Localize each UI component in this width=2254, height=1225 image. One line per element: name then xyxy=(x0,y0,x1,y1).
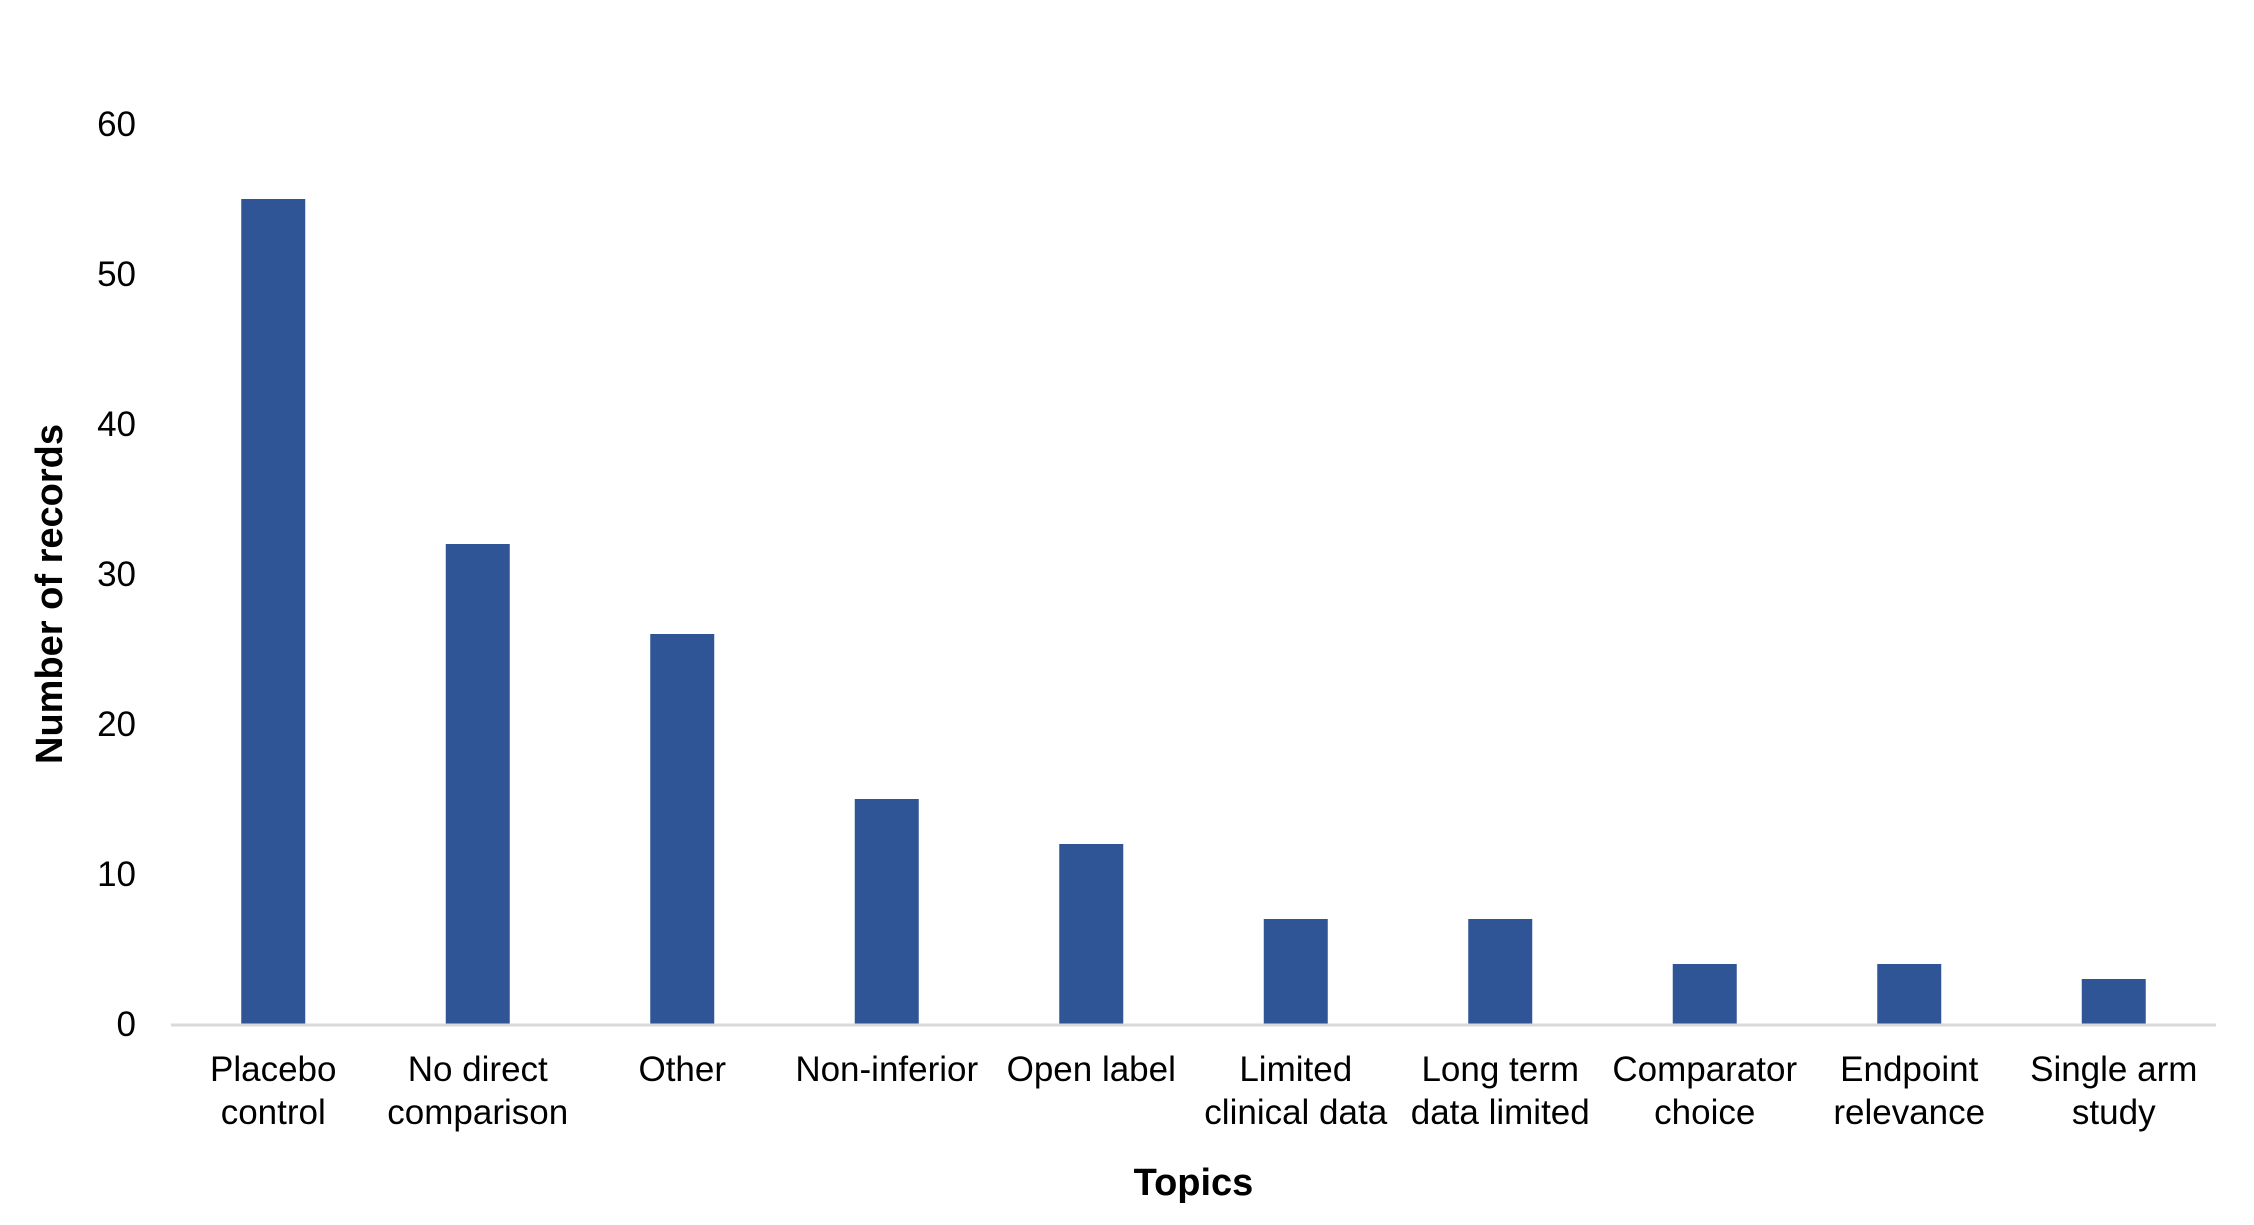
bar-3 xyxy=(854,799,919,1024)
x-category-label-line: Non-inferior xyxy=(795,1050,978,1089)
x-category-label-line: Other xyxy=(638,1050,726,1089)
bar-2 xyxy=(650,634,715,1024)
x-category-label-line: control xyxy=(221,1093,326,1132)
bar-8 xyxy=(1877,964,1942,1024)
x-category-label-line: No direct xyxy=(408,1050,548,1089)
y-tick-label-4: 40 xyxy=(97,405,136,444)
y-tick-label-2: 20 xyxy=(97,705,136,744)
bar-9 xyxy=(2081,979,2146,1024)
x-category-label-3: Non-inferior xyxy=(795,1050,978,1089)
x-category-label-6: Long term data limited xyxy=(1411,1050,1590,1132)
x-category-label-9: Single arm study xyxy=(2030,1050,2197,1132)
x-category-label-line: Long term xyxy=(1421,1050,1579,1089)
y-tick-label-1: 10 xyxy=(97,855,136,894)
x-category-labels: Placebo control No direct comparison Other No… xyxy=(210,1050,2197,1132)
y-tick-label-6: 60 xyxy=(97,105,136,144)
bar-0 xyxy=(241,199,306,1024)
x-category-label-1: No direct comparison xyxy=(387,1050,568,1132)
x-category-label-7: Comparator choice xyxy=(1612,1050,1797,1132)
bar-4 xyxy=(1059,844,1124,1024)
bar-7 xyxy=(1672,964,1737,1024)
x-category-label-8: Endpoint relevance xyxy=(1833,1050,1985,1132)
y-axis-title: Number of records xyxy=(29,424,71,764)
x-category-label-5: Limited clinical data xyxy=(1204,1050,1387,1132)
y-tick-label-3: 30 xyxy=(97,555,136,594)
x-category-label-line: study xyxy=(2072,1093,2156,1132)
x-category-label-0: Placebo control xyxy=(210,1050,336,1132)
bars-group xyxy=(241,199,2146,1024)
x-category-label-line: relevance xyxy=(1833,1093,1985,1132)
x-category-label-4: Open label xyxy=(1007,1050,1176,1089)
x-category-label-line: Comparator xyxy=(1612,1050,1797,1089)
x-category-label-2: Other xyxy=(638,1050,726,1089)
x-category-label-line: clinical data xyxy=(1204,1093,1387,1132)
x-category-label-line: Open label xyxy=(1007,1050,1176,1089)
x-axis-title: Topics xyxy=(1134,1162,1254,1204)
y-tick-label-0: 0 xyxy=(117,1005,136,1044)
x-category-label-line: choice xyxy=(1654,1093,1755,1132)
x-category-label-line: Placebo xyxy=(210,1050,336,1089)
bar-6 xyxy=(1468,919,1533,1024)
y-tick-label-5: 50 xyxy=(97,255,136,294)
y-tick-labels: 0 10 20 30 40 50 60 xyxy=(97,105,136,1044)
x-category-label-line: Endpoint xyxy=(1840,1050,1978,1089)
bar-1 xyxy=(445,544,510,1024)
x-category-label-line: data limited xyxy=(1411,1093,1590,1132)
x-category-label-line: Limited xyxy=(1239,1050,1352,1089)
x-category-label-line: Single arm xyxy=(2030,1050,2197,1089)
bar-5 xyxy=(1263,919,1328,1024)
x-category-label-line: comparison xyxy=(387,1093,568,1132)
